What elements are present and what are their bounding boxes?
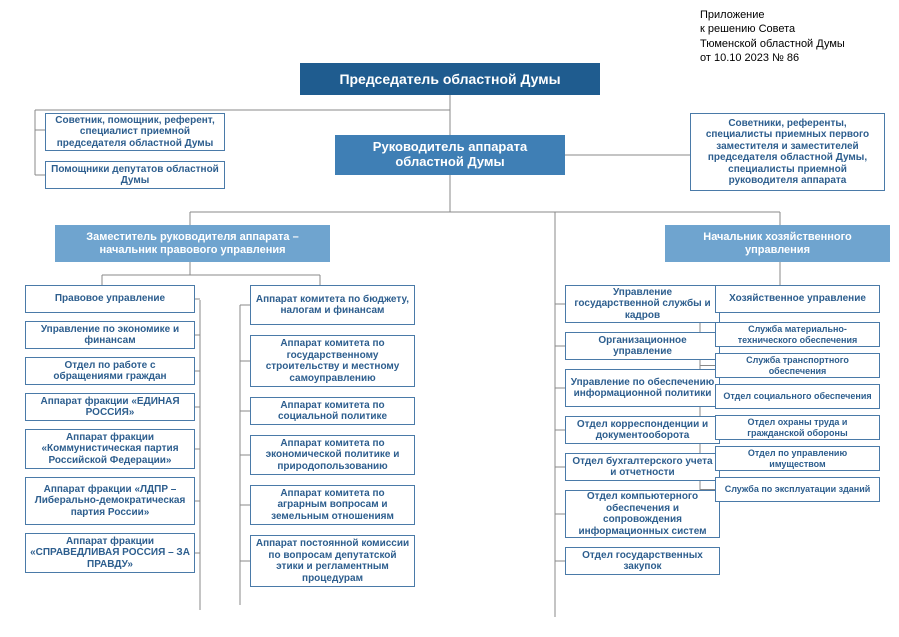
col2-item: Аппарат комитета по экономической полити… [250, 435, 415, 475]
col1-item: Правовое управление [25, 285, 195, 313]
col4-item: Отдел социального обеспечения [715, 384, 880, 409]
col3-item: Отдел государственных закупок [565, 547, 720, 575]
col4-item: Отдел охраны труда и гражданской обороны [715, 415, 880, 440]
economic-dept-box: Хозяйственное управление [715, 285, 880, 313]
head-economic-box: Начальник хозяйственного управления [665, 225, 890, 262]
col1-item: Аппарат фракции «ЛДПР – Либерально-демок… [25, 477, 195, 525]
col1-item: Аппарат фракции «Коммунистическая партия… [25, 429, 195, 469]
col3-item: Управление государственной службы и кадр… [565, 285, 720, 323]
col3-item: Отдел компьютерного обеспечения и сопров… [565, 490, 720, 538]
col3-item: Отдел бухгалтерского учета и отчетности [565, 453, 720, 481]
deputy-head-legal-box: Заместитель руководителя аппарата – нача… [55, 225, 330, 262]
col3-item: Отдел корреспонденции и документооборота [565, 416, 720, 444]
col1-item: Аппарат фракции «ЕДИНАЯ РОССИЯ» [25, 393, 195, 421]
col4-item: Отдел по управлению имуществом [715, 446, 880, 471]
deputy-assistants-box: Помощники депутатов областной Думы [45, 161, 225, 189]
col1-item: Аппарат фракции «СПРАВЕДЛИВАЯ РОССИЯ – З… [25, 533, 195, 573]
col2-item: Аппарат комитета по государственному стр… [250, 335, 415, 387]
col1-item: Отдел по работе с обращениями граждан [25, 357, 195, 385]
col2-item: Аппарат комитета по бюджету, налогам и ф… [250, 285, 415, 325]
head-apparatus-box: Руководитель аппарата областной Думы [335, 135, 565, 175]
col2-item: Аппарат постоянной комиссии по вопросам … [250, 535, 415, 587]
col4-item: Служба по эксплуатации зданий [715, 477, 880, 502]
advisor-box: Советник, помощник, референт, специалист… [45, 113, 225, 151]
col3-item: Организационное управление [565, 332, 720, 360]
advisors-referents-box: Советники, референты, специалисты приемн… [690, 113, 885, 191]
chairman-box: Председатель областной Думы [300, 63, 600, 95]
col4-item: Служба материально-технического обеспече… [715, 322, 880, 347]
col4-item: Служба транспортного обеспечения [715, 353, 880, 378]
col2-item: Аппарат комитета по социальной политике [250, 397, 415, 425]
col1-item: Управление по экономике и финансам [25, 321, 195, 349]
annotation-text: Приложение к решению Совета Тюменской об… [700, 8, 890, 65]
col2-item: Аппарат комитета по аграрным вопросам и … [250, 485, 415, 525]
col3-item: Управление по обеспечению информационной… [565, 369, 720, 407]
